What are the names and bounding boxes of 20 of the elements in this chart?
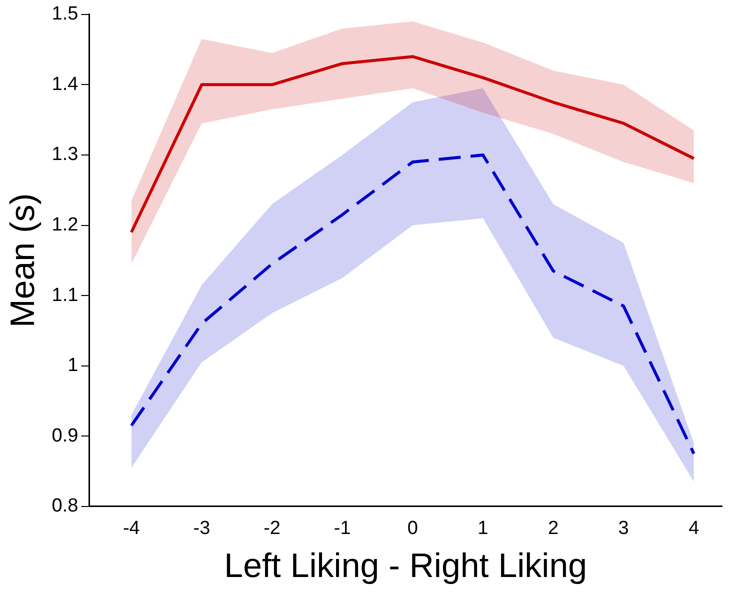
y-tick-label: 1.3 bbox=[52, 144, 78, 166]
y-tick-label: 1.4 bbox=[52, 74, 79, 95]
y-tick-label: 1.2 bbox=[52, 214, 78, 236]
x-tick-label: -4 bbox=[122, 518, 140, 540]
x-axis-title: Left Liking - Right Liking bbox=[224, 546, 588, 585]
x-tick-label: -3 bbox=[193, 518, 210, 540]
y-tick-label: 0.8 bbox=[52, 496, 78, 517]
x-tick-label: -1 bbox=[334, 518, 351, 540]
y-axis-title: Mean (s) bbox=[4, 193, 42, 328]
x-tick-label: 2 bbox=[548, 518, 559, 540]
y-tick-label: 0.9 bbox=[52, 425, 78, 446]
y-tick-label: 1.5 bbox=[52, 4, 78, 25]
x-tick-label: 4 bbox=[688, 518, 700, 540]
x-tick-label: 1 bbox=[478, 518, 488, 540]
line-series bbox=[130, 153, 696, 456]
x-tick-label: 3 bbox=[618, 518, 629, 540]
y-tick-label: 1 bbox=[68, 355, 78, 376]
y-tick-label: 1.1 bbox=[52, 284, 78, 306]
x-tick-label: -2 bbox=[264, 518, 280, 540]
x-tick-label: 0 bbox=[407, 518, 418, 540]
